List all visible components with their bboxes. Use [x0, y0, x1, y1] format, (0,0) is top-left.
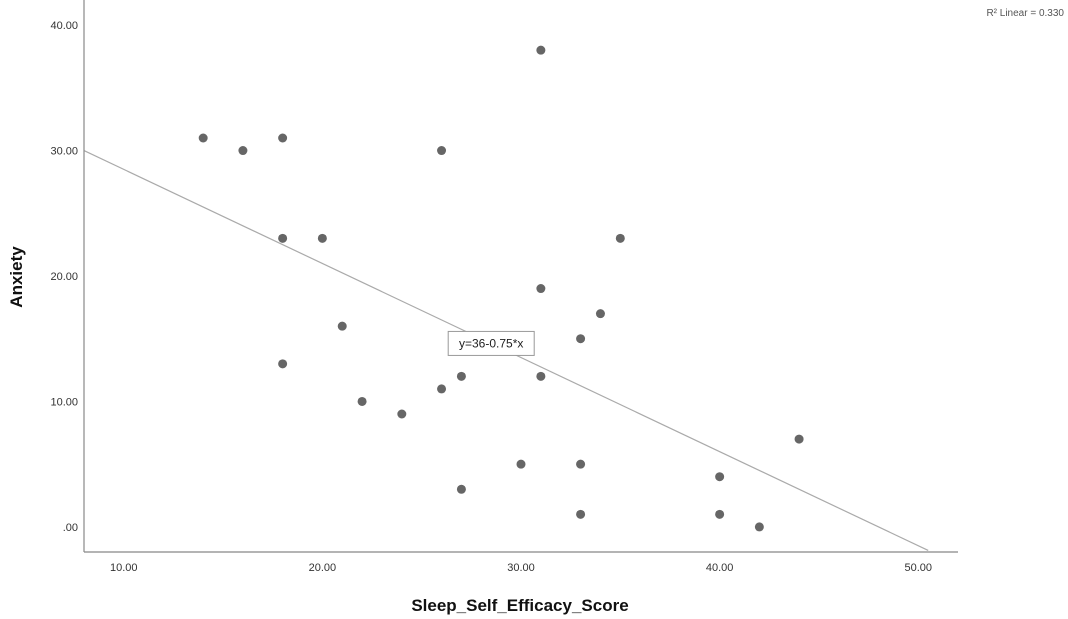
y-axis-title: Anxiety [7, 246, 26, 308]
data-point [437, 146, 447, 156]
y-tick-label: 20.00 [50, 271, 78, 283]
data-point [595, 309, 605, 319]
data-point [337, 321, 347, 331]
data-point [536, 284, 546, 294]
data-point [794, 434, 804, 444]
data-point [576, 459, 586, 469]
y-tick-label: 10.00 [50, 396, 78, 408]
x-axis-title: Sleep_Self_Efficacy_Score [411, 596, 628, 615]
data-point [715, 509, 725, 519]
points-layer [198, 45, 804, 532]
data-point [456, 484, 466, 494]
data-point [357, 396, 367, 406]
x-tick-label: 40.00 [706, 562, 734, 574]
data-point [238, 146, 248, 156]
data-point [516, 459, 526, 469]
data-point [278, 133, 288, 143]
data-point [456, 371, 466, 381]
x-tick-labels: 10.00 20.00 30.00 40.00 50.00 [110, 562, 932, 574]
x-tick-label: 50.00 [905, 562, 933, 574]
equation-label: y=36-0.75*x [459, 336, 523, 350]
r-squared-label: R² Linear = 0.330 [986, 8, 1064, 19]
data-point [437, 384, 447, 394]
data-point [198, 133, 208, 143]
data-point [397, 409, 407, 419]
data-point [278, 359, 288, 369]
data-point [615, 233, 625, 243]
x-tick-label: 10.00 [110, 562, 138, 574]
y-tick-labels: .00 10.00 20.00 30.00 40.00 [50, 20, 78, 534]
y-tick-label: 30.00 [50, 146, 78, 158]
data-point [317, 233, 327, 243]
data-point [536, 45, 546, 55]
data-point [576, 509, 586, 519]
data-point [576, 334, 586, 344]
y-tick-label: .00 [63, 522, 78, 534]
equation-annotation: y=36-0.75*x [447, 330, 535, 356]
equation-box [447, 330, 535, 356]
data-point [278, 233, 288, 243]
data-point [715, 472, 725, 482]
y-tick-label: 40.00 [50, 20, 78, 32]
x-tick-label: 20.00 [309, 562, 337, 574]
data-point [536, 371, 546, 381]
data-point [754, 522, 764, 532]
x-tick-label: 30.00 [507, 562, 535, 574]
